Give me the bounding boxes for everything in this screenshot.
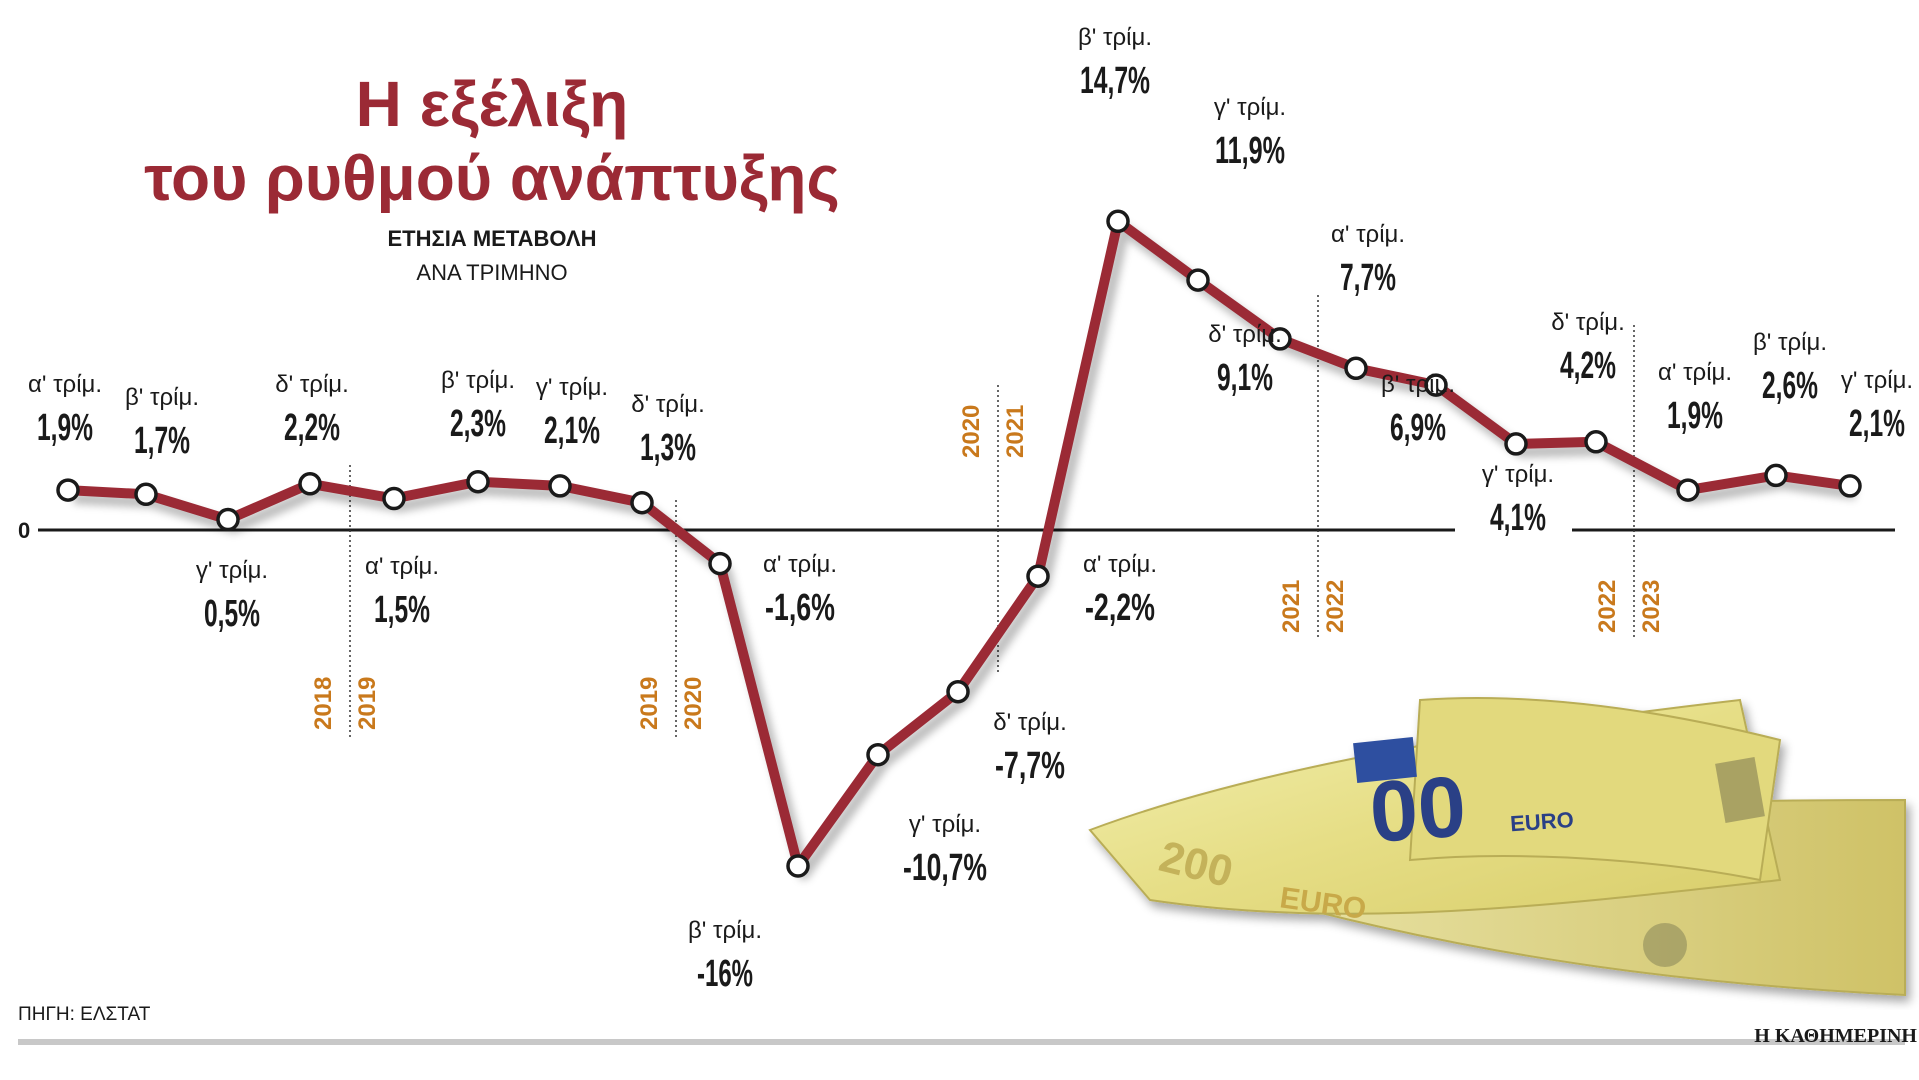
chart-title-line2: του ρυθμού ανάπτυξης [144,142,840,214]
value-label: -10,7% [903,847,987,889]
quarter-label: β' τρίμ. [1381,371,1455,398]
data-point [708,551,732,576]
data-point [134,482,158,507]
svg-text:EURO: EURO [1509,807,1574,836]
chart-title-line1: Η εξέλιξη [356,68,629,140]
value-label: 2,1% [544,410,600,452]
value-label: 6,9% [1390,407,1446,449]
value-label: 4,2% [1560,345,1616,387]
quarter-label: α' τρίμ. [28,371,102,398]
value-label: -1,6% [765,587,835,629]
value-label: 14,7% [1080,60,1150,102]
value-label: 7,7% [1340,257,1396,299]
value-label: 1,9% [37,407,93,449]
quarter-label: δ' τρίμ. [1551,309,1625,336]
quarter-label: δ' τρίμ. [275,371,349,398]
year-label: 2021 [1278,580,1305,633]
quarter-label: β' τρίμ. [688,917,762,944]
data-point [466,469,490,494]
quarter-label: α' τρίμ. [1083,551,1157,578]
value-label: -16% [697,953,753,995]
quarter-label: γ' τρίμ. [1482,461,1554,488]
zero-axis-label: 0 [18,518,30,543]
value-label: 1,5% [374,589,430,631]
value-label: 2,1% [1849,403,1905,445]
quarter-label: β' τρίμ. [441,367,515,394]
quarter-label: γ' τρίμ. [536,374,608,401]
data-point [1106,209,1130,234]
quarter-label: δ' τρίμ. [1208,321,1282,348]
euro-banknotes-illustration: 00 EURO EURO 200 [1088,697,1906,997]
year-label: 2022 [1594,580,1621,633]
data-point [1424,373,1448,397]
value-label: 2,6% [1762,365,1818,407]
year-label: 2018 [310,677,337,730]
data-point [216,507,240,532]
quarter-label: δ' τρίμ. [631,391,705,418]
data-point [1268,327,1292,351]
chart-subtitle-line1: ΕΤΗΣΙΑ ΜΕΤΑΒΟΛΗ [388,226,597,251]
data-point [1504,432,1528,456]
data-point [382,486,406,511]
year-label: 2021 [1002,405,1029,458]
year-label: 2023 [1638,580,1665,633]
quarter-label: α' τρίμ. [1658,359,1732,386]
publisher-brand: Η ΚΑΘΗΜΕΡΙΝΗ [1754,1025,1917,1047]
data-point [298,472,322,496]
quarter-label: β' τρίμ. [125,384,199,411]
data-point [56,478,80,502]
year-label: 2020 [958,405,985,458]
quarter-label: β' τρίμ. [1078,24,1152,51]
quarter-label: δ' τρίμ. [993,709,1067,736]
value-label: -7,7% [995,745,1065,787]
data-point [1186,268,1210,292]
quarter-label: α' τρίμ. [365,553,439,580]
data-point [946,679,970,704]
source-note: ΠΗΓΗ: ΕΛΣΤΑΤ [18,1004,151,1025]
data-point [1026,564,1050,588]
quarter-label: γ' τρίμ. [909,811,981,838]
quarter-label: α' τρίμ. [1331,221,1405,248]
year-label: 2019 [636,677,663,730]
data-labels: α' τρίμ. 1,9% β' τρίμ. 1,7% γ' τρίμ. 0,5% δ' τ… [28,24,1913,995]
year-label: 2020 [680,677,707,730]
value-label: 2,3% [450,403,506,445]
year-label: 2022 [1322,580,1349,633]
year-boundaries: 2018 2019 2019 2020 2020 2021 2021 2022 2022 2023 [310,295,1665,740]
growth-series [56,209,1862,880]
quarter-label: α' τρίμ. [763,551,837,578]
data-point [1344,356,1368,381]
value-label: -2,2% [1085,587,1155,629]
quarter-label: γ' τρίμ. [1214,94,1286,121]
quarter-label: γ' τρίμ. [1841,367,1913,394]
data-point [1764,463,1788,488]
quarter-label: γ' τρίμ. [196,557,268,584]
data-point [1676,478,1700,502]
value-label: 1,3% [640,427,696,469]
quarter-label: β' τρίμ. [1753,329,1827,356]
value-label: 1,7% [134,420,190,462]
value-label: 0,5% [204,593,260,635]
data-point [1838,474,1862,498]
data-point [630,490,654,515]
value-label: 9,1% [1217,357,1273,399]
svg-text:00: 00 [1367,759,1469,861]
data-point [1584,430,1608,454]
data-point [866,742,890,767]
year-label: 2019 [354,677,381,730]
chart-subtitle-line2: ΑΝΑ ΤΡΙΜΗΝΟ [416,260,567,285]
data-point [786,854,810,878]
data-point [548,474,572,498]
value-label: 4,1% [1490,497,1546,539]
value-label: 1,9% [1667,395,1723,437]
value-label: 2,2% [284,407,340,449]
value-label: 11,9% [1215,130,1285,172]
